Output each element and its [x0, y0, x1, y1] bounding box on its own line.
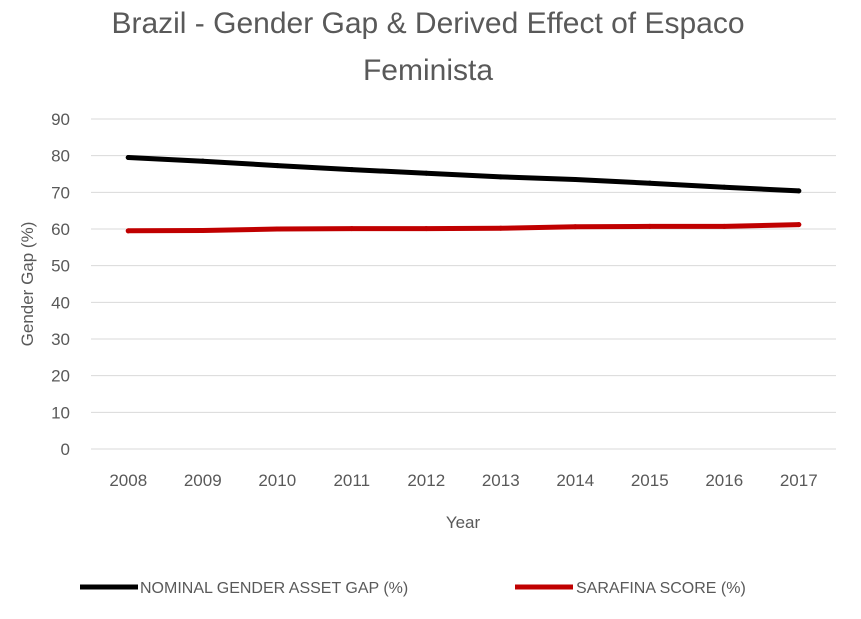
- y-tick-label: 40: [51, 293, 70, 312]
- data-point: [125, 155, 131, 160]
- x-tick-label: 2009: [184, 471, 222, 490]
- legend-label-sarafina-score: SARAFINA SCORE (%): [576, 580, 746, 597]
- x-tick-label: 2013: [482, 471, 520, 490]
- y-axis-label: Gender Gap (%): [18, 222, 37, 347]
- series-line-1: [125, 222, 802, 234]
- x-tick-label: 2015: [631, 471, 669, 490]
- legend-label-nominal-gender-asset-gap: NOMINAL GENDER ASSET GAP (%): [140, 580, 408, 597]
- data-point: [274, 163, 280, 169]
- legend: NOMINAL GENDER ASSET GAP (%) SARAFINA SC…: [80, 580, 746, 597]
- data-point: [498, 174, 504, 180]
- data-point: [349, 226, 355, 232]
- data-point: [423, 170, 429, 176]
- data-point: [125, 228, 131, 234]
- y-tick-label: 30: [51, 330, 70, 349]
- x-axis-label: Year: [446, 513, 481, 532]
- data-point: [796, 188, 802, 194]
- x-axis-ticks: 2008 2009 2010 2011 2012 2013 2014 2015 2016 2017: [109, 471, 817, 490]
- x-tick-label: 2008: [109, 471, 147, 490]
- y-axis-ticks: 0 10 20 30 40 50 60 70 80 90: [51, 110, 70, 459]
- data-point: [721, 223, 727, 229]
- data-point: [274, 226, 280, 232]
- y-tick-label: 20: [51, 367, 70, 386]
- series-line-0: [125, 155, 802, 194]
- y-tick-label: 50: [51, 257, 70, 276]
- data-point: [721, 184, 727, 190]
- data-point: [572, 224, 578, 230]
- x-tick-label: 2016: [705, 471, 743, 490]
- data-point: [647, 180, 653, 186]
- data-point: [498, 225, 504, 231]
- data-point: [200, 227, 206, 233]
- y-tick-label: 70: [51, 183, 70, 202]
- series-lines: [125, 155, 802, 234]
- x-tick-label: 2010: [258, 471, 296, 490]
- data-point: [572, 177, 578, 182]
- data-point: [647, 223, 653, 229]
- x-tick-label: 2014: [556, 471, 594, 490]
- data-point: [423, 226, 429, 232]
- gridlines: [91, 118, 836, 450]
- x-tick-label: 2017: [780, 471, 818, 490]
- data-point: [796, 222, 802, 228]
- chart-title-line-2: Feminista: [363, 54, 493, 87]
- y-tick-label: 10: [51, 403, 70, 422]
- y-tick-label: 90: [51, 110, 70, 129]
- x-tick-label: 2012: [407, 471, 445, 490]
- data-point: [200, 158, 206, 164]
- y-tick-label: 0: [61, 440, 70, 459]
- y-tick-label: 80: [51, 147, 70, 166]
- data-point: [349, 167, 355, 173]
- x-tick-label: 2011: [333, 471, 370, 490]
- y-tick-label: 60: [51, 220, 70, 239]
- chart-title-line-1: Brazil - Gender Gap & Derived Effect of …: [111, 7, 744, 40]
